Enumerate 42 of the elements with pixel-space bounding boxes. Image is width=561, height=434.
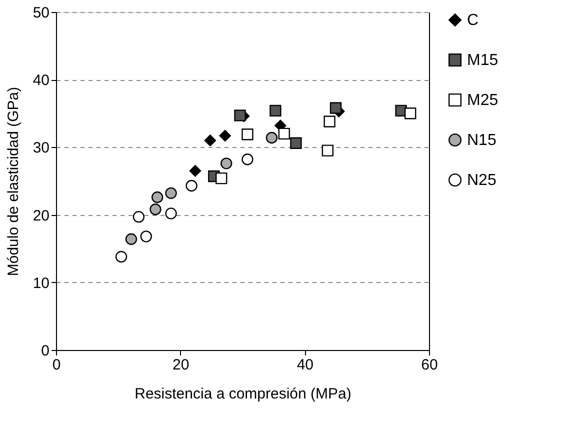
point: [165, 187, 177, 199]
x-tick-label: 0: [52, 356, 61, 374]
y-tick-label: 0: [41, 342, 50, 360]
y-tick-label: 20: [32, 207, 50, 224]
point: [150, 204, 162, 216]
point: [220, 158, 232, 170]
point: [186, 180, 198, 192]
point: [204, 134, 216, 146]
point: [322, 144, 334, 156]
point: [324, 116, 336, 128]
point: [219, 130, 231, 142]
point: [330, 102, 342, 114]
point: [242, 154, 254, 166]
point: [132, 210, 145, 223]
point: [242, 128, 254, 140]
x-tick-label: 20: [172, 356, 190, 374]
point: [189, 165, 202, 177]
point: [115, 250, 128, 263]
point: [234, 110, 246, 122]
x-axis-title: Resistencia a compresión (MPa): [134, 386, 352, 402]
point: [266, 132, 278, 144]
point: [404, 108, 416, 120]
x-tick-label: 40: [296, 356, 314, 374]
y-tick-label: 30: [32, 140, 50, 157]
point: [125, 233, 138, 245]
y-tick-label: 50: [32, 4, 50, 22]
legend-label: N15: [467, 132, 496, 149]
legend-label: M15: [467, 52, 498, 69]
x-tick-label: 60: [421, 356, 438, 374]
y-tick-label: 10: [32, 274, 50, 292]
point: [216, 172, 228, 184]
point: [140, 230, 152, 242]
point: [151, 191, 164, 204]
point: [290, 137, 302, 149]
legend-label: M25: [467, 92, 498, 109]
point: [270, 104, 282, 117]
legend-label: N25: [467, 172, 496, 189]
point: [165, 208, 177, 220]
legend-label: C: [467, 12, 479, 29]
y-axis-title: Módulo de elasticidad (GPa): [4, 86, 22, 276]
y-tick-label: 40: [32, 72, 50, 90]
point: [278, 128, 290, 140]
